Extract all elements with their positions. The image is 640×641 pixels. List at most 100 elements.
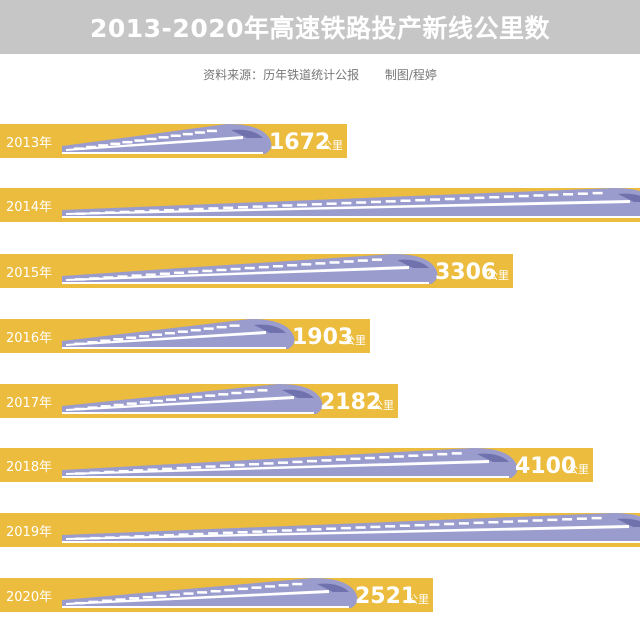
- train-window: [142, 595, 153, 599]
- train-window: [458, 522, 469, 525]
- train-window: [547, 518, 558, 522]
- train-window: [183, 592, 194, 595]
- train-stripe: [66, 460, 489, 475]
- train-window: [370, 200, 381, 204]
- year-label: 2018年: [6, 460, 52, 475]
- train-window: [86, 145, 97, 149]
- train-window: [370, 525, 381, 529]
- train-window: [74, 147, 85, 150]
- train-window: [489, 195, 500, 199]
- train-window: [88, 600, 99, 604]
- train-base-line: [62, 216, 640, 218]
- train-window: [562, 518, 573, 521]
- train-window: [400, 199, 411, 203]
- train-window: [75, 212, 86, 215]
- train-window: [237, 205, 248, 209]
- train-window: [399, 524, 410, 528]
- train-window: [257, 389, 268, 392]
- train-windshield: [477, 453, 509, 462]
- train-window: [193, 207, 204, 211]
- train-windshield: [397, 259, 429, 268]
- train-window: [190, 328, 201, 332]
- train-window: [379, 456, 390, 459]
- train-window: [194, 131, 205, 134]
- train-window: [202, 269, 213, 273]
- train-window: [258, 265, 269, 269]
- train-window: [119, 210, 130, 214]
- train-window: [311, 203, 322, 206]
- train-window: [244, 390, 255, 393]
- train-window: [103, 276, 114, 279]
- year-label: 2020年: [6, 590, 52, 605]
- train-base-line: [62, 476, 509, 478]
- train-window: [296, 528, 307, 532]
- train-window: [488, 520, 499, 524]
- train-window: [237, 530, 248, 534]
- train-window: [282, 204, 293, 207]
- train-window: [133, 469, 144, 472]
- train-window: [267, 529, 278, 533]
- train-window: [364, 456, 375, 460]
- train-window: [329, 261, 340, 264]
- train-base-line: [62, 282, 429, 284]
- train-stripe: [66, 266, 409, 281]
- train-window: [473, 521, 484, 525]
- train-window: [149, 209, 160, 213]
- year-label: 2013年: [6, 136, 52, 151]
- train-window: [315, 262, 326, 265]
- train-window: [548, 193, 559, 197]
- train-window: [252, 530, 263, 533]
- train-window: [326, 527, 337, 530]
- train-window: [517, 519, 528, 523]
- train-window: [89, 471, 100, 475]
- train-base-line: [62, 606, 349, 608]
- train-window: [415, 198, 426, 202]
- train-window: [244, 266, 255, 270]
- train-window: [206, 129, 217, 133]
- train-window: [263, 462, 274, 465]
- train-2018: [62, 448, 518, 478]
- train-window: [231, 391, 242, 395]
- year-label: 2015年: [6, 266, 52, 281]
- train-window: [147, 468, 158, 471]
- train-window: [459, 197, 470, 200]
- train-window: [216, 268, 227, 272]
- train-window: [430, 198, 441, 201]
- train-window: [252, 205, 263, 208]
- unit-label: 公里: [321, 139, 343, 152]
- value-label: 3306: [435, 260, 496, 285]
- train-window: [113, 403, 124, 407]
- train-window: [563, 193, 574, 196]
- train-window: [75, 537, 86, 540]
- train-window: [301, 263, 312, 266]
- train-window: [176, 466, 187, 470]
- train-base-line: [62, 152, 263, 154]
- train-window: [158, 136, 169, 139]
- train-window: [75, 278, 86, 281]
- train-2013: [62, 124, 272, 154]
- train-window: [218, 393, 229, 396]
- value-label: 1672: [269, 130, 330, 155]
- train-window: [203, 327, 214, 330]
- train-base-line: [62, 347, 286, 349]
- train-window: [287, 264, 298, 267]
- train-window: [178, 533, 189, 536]
- train-window: [122, 140, 133, 144]
- train-window: [159, 272, 170, 275]
- train-window: [117, 275, 128, 278]
- train-window: [169, 593, 180, 597]
- train-window: [237, 587, 248, 591]
- train-window: [87, 406, 98, 409]
- year-label: 2017年: [6, 396, 52, 411]
- train-window: [192, 395, 203, 399]
- train-window: [110, 142, 121, 146]
- credit-text: 制图/程婷: [384, 68, 437, 82]
- train-window: [182, 132, 193, 136]
- train-window: [350, 457, 361, 461]
- train-window: [355, 526, 366, 529]
- train-window: [321, 459, 332, 462]
- train-window: [281, 529, 292, 532]
- train-window: [118, 469, 129, 473]
- train-window: [208, 532, 219, 535]
